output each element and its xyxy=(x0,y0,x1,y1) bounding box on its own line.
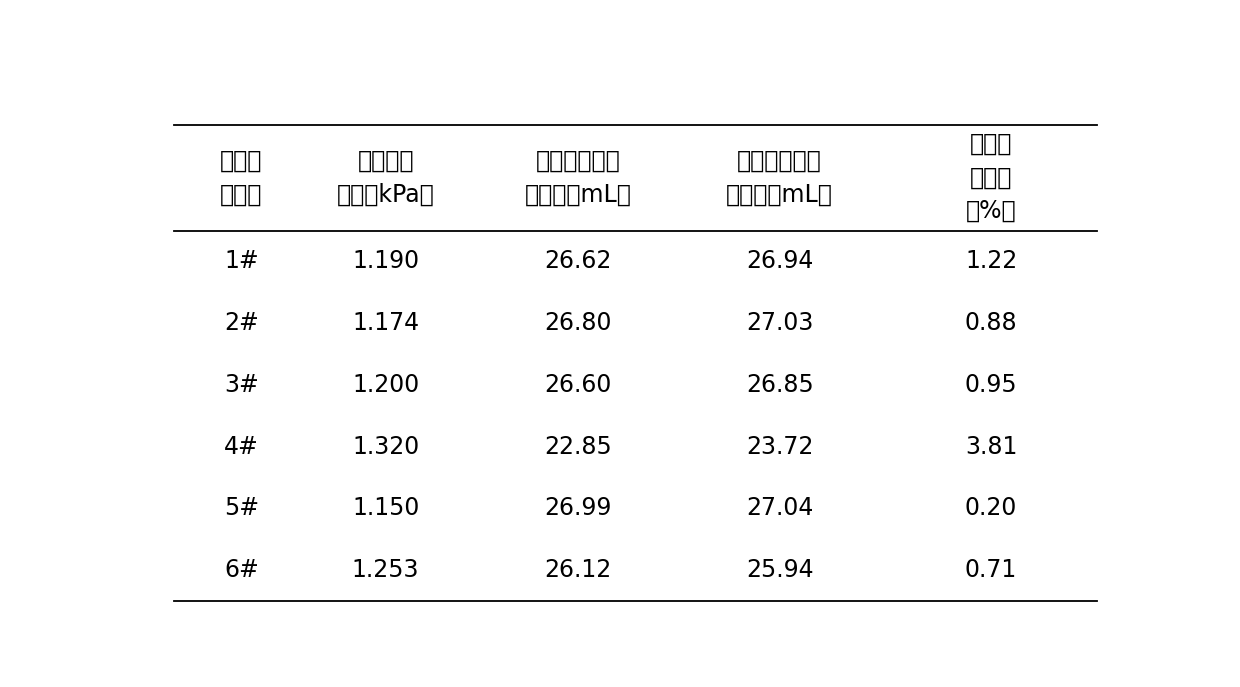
Text: 1.320: 1.320 xyxy=(352,435,419,458)
Text: 预测相
对误差
（%）: 预测相 对误差 （%） xyxy=(966,132,1017,223)
Text: 6#: 6# xyxy=(224,558,259,582)
Text: 27.04: 27.04 xyxy=(746,496,813,520)
Text: 0.88: 0.88 xyxy=(965,311,1017,335)
Text: 1#: 1# xyxy=(224,249,259,273)
Text: 0.95: 0.95 xyxy=(965,373,1017,397)
Text: 1.22: 1.22 xyxy=(965,249,1017,273)
Text: 3#: 3# xyxy=(224,373,259,397)
Text: 26.80: 26.80 xyxy=(544,311,611,335)
Text: 1.150: 1.150 xyxy=(352,496,419,520)
Text: 0.71: 0.71 xyxy=(965,558,1017,582)
Text: 5#: 5# xyxy=(224,496,259,520)
Text: 卷烟系统
压降（kPa）: 卷烟系统 压降（kPa） xyxy=(337,149,434,206)
Text: 26.94: 26.94 xyxy=(746,249,813,273)
Text: 1.174: 1.174 xyxy=(352,311,419,335)
Text: 卷烟样
品编号: 卷烟样 品编号 xyxy=(221,149,263,206)
Text: 27.03: 27.03 xyxy=(746,311,813,335)
Text: 22.85: 22.85 xyxy=(544,435,611,458)
Text: 燃烧锥端流量
预测值（mL）: 燃烧锥端流量 预测值（mL） xyxy=(525,149,631,206)
Text: 26.99: 26.99 xyxy=(544,496,611,520)
Text: 3.81: 3.81 xyxy=(965,435,1017,458)
Text: 0.20: 0.20 xyxy=(965,496,1017,520)
Text: 1.190: 1.190 xyxy=(352,249,419,273)
Text: 23.72: 23.72 xyxy=(746,435,813,458)
Text: 4#: 4# xyxy=(224,435,259,458)
Text: 26.60: 26.60 xyxy=(544,373,611,397)
Text: 26.12: 26.12 xyxy=(544,558,611,582)
Text: 26.62: 26.62 xyxy=(544,249,611,273)
Text: 26.85: 26.85 xyxy=(745,373,813,397)
Text: 燃烧锥端流量
实测值（mL）: 燃烧锥端流量 实测值（mL） xyxy=(727,149,833,206)
Text: 25.94: 25.94 xyxy=(745,558,813,582)
Text: 1.253: 1.253 xyxy=(352,558,419,582)
Text: 1.200: 1.200 xyxy=(352,373,419,397)
Text: 2#: 2# xyxy=(224,311,259,335)
